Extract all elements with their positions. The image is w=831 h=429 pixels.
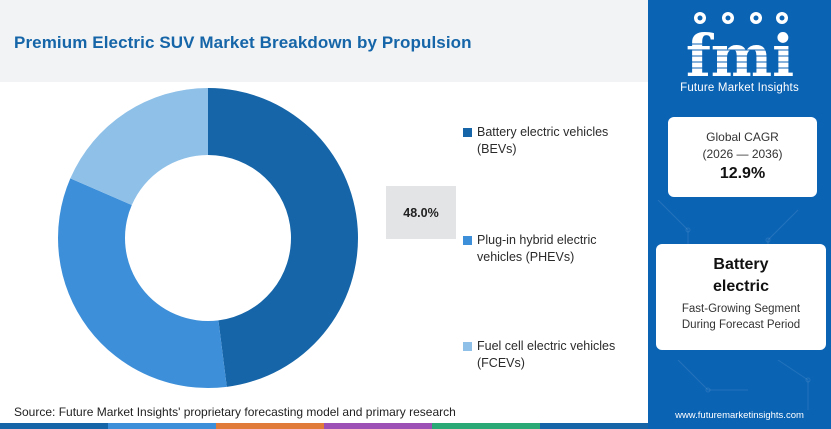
chart-title: Premium Electric SUV Market Breakdown by… bbox=[14, 33, 472, 52]
strip-segment bbox=[540, 423, 648, 429]
legend-swatch bbox=[463, 128, 472, 137]
brand-name: Future Market Insights bbox=[680, 82, 799, 94]
website-url: www.futuremarketinsights.com bbox=[675, 410, 804, 421]
donut-slice-1 bbox=[208, 88, 359, 387]
strip-segment bbox=[432, 423, 540, 429]
title-bar: Premium Electric SUV Market Breakdown by… bbox=[0, 0, 648, 82]
source-note: Source: Future Market Insights' propriet… bbox=[14, 405, 456, 419]
legend-swatch bbox=[463, 236, 472, 245]
fmi-logo: fmi bbox=[678, 12, 802, 90]
legend-item-phevs: Plug-in hybrid electric vehicles (PHEVs) bbox=[463, 232, 597, 266]
cagr-value: 12.9% bbox=[719, 165, 766, 182]
segment-card: Battery electric Fast-Growing Segment Du… bbox=[656, 244, 826, 350]
cagr-range: (2026 — 2036) bbox=[702, 147, 783, 161]
segment-title: Battery electric bbox=[712, 256, 770, 295]
donut-chart bbox=[58, 88, 359, 388]
strip-segment bbox=[324, 423, 432, 429]
legend-item-bevs: Battery electric vehicles (BEVs) bbox=[463, 124, 608, 158]
segment-subtitle-2: During Forecast Period bbox=[681, 319, 801, 331]
legend-swatch bbox=[463, 342, 472, 351]
cagr-card: Global CAGR (2026 — 2036) 12.9% bbox=[668, 117, 817, 197]
strip-segment bbox=[108, 423, 216, 429]
chart-area: Battery electric vehicles (BEVs) Plug-in… bbox=[0, 82, 648, 402]
legend-label: Plug-in hybrid electric vehicles (PHEVs) bbox=[477, 233, 597, 264]
value-callout: 48.0% bbox=[386, 186, 456, 239]
cagr-label: Global CAGR bbox=[706, 130, 779, 144]
legend-label: Fuel cell electric vehicles (FCEVs) bbox=[477, 339, 616, 370]
segment-subtitle-1: Fast-Growing Segment bbox=[681, 303, 801, 315]
bottom-color-strip bbox=[0, 423, 648, 429]
brand-panel: fmi Future Market Insights Global CAGR (… bbox=[648, 0, 831, 429]
donut-slice-2 bbox=[58, 178, 227, 388]
donut-slice-3 bbox=[70, 88, 208, 206]
legend-item-fcevs: Fuel cell electric vehicles (FCEVs) bbox=[463, 338, 615, 372]
strip-segment bbox=[216, 423, 324, 429]
legend-label: Battery electric vehicles (BEVs) bbox=[477, 125, 609, 156]
strip-segment bbox=[0, 423, 108, 429]
